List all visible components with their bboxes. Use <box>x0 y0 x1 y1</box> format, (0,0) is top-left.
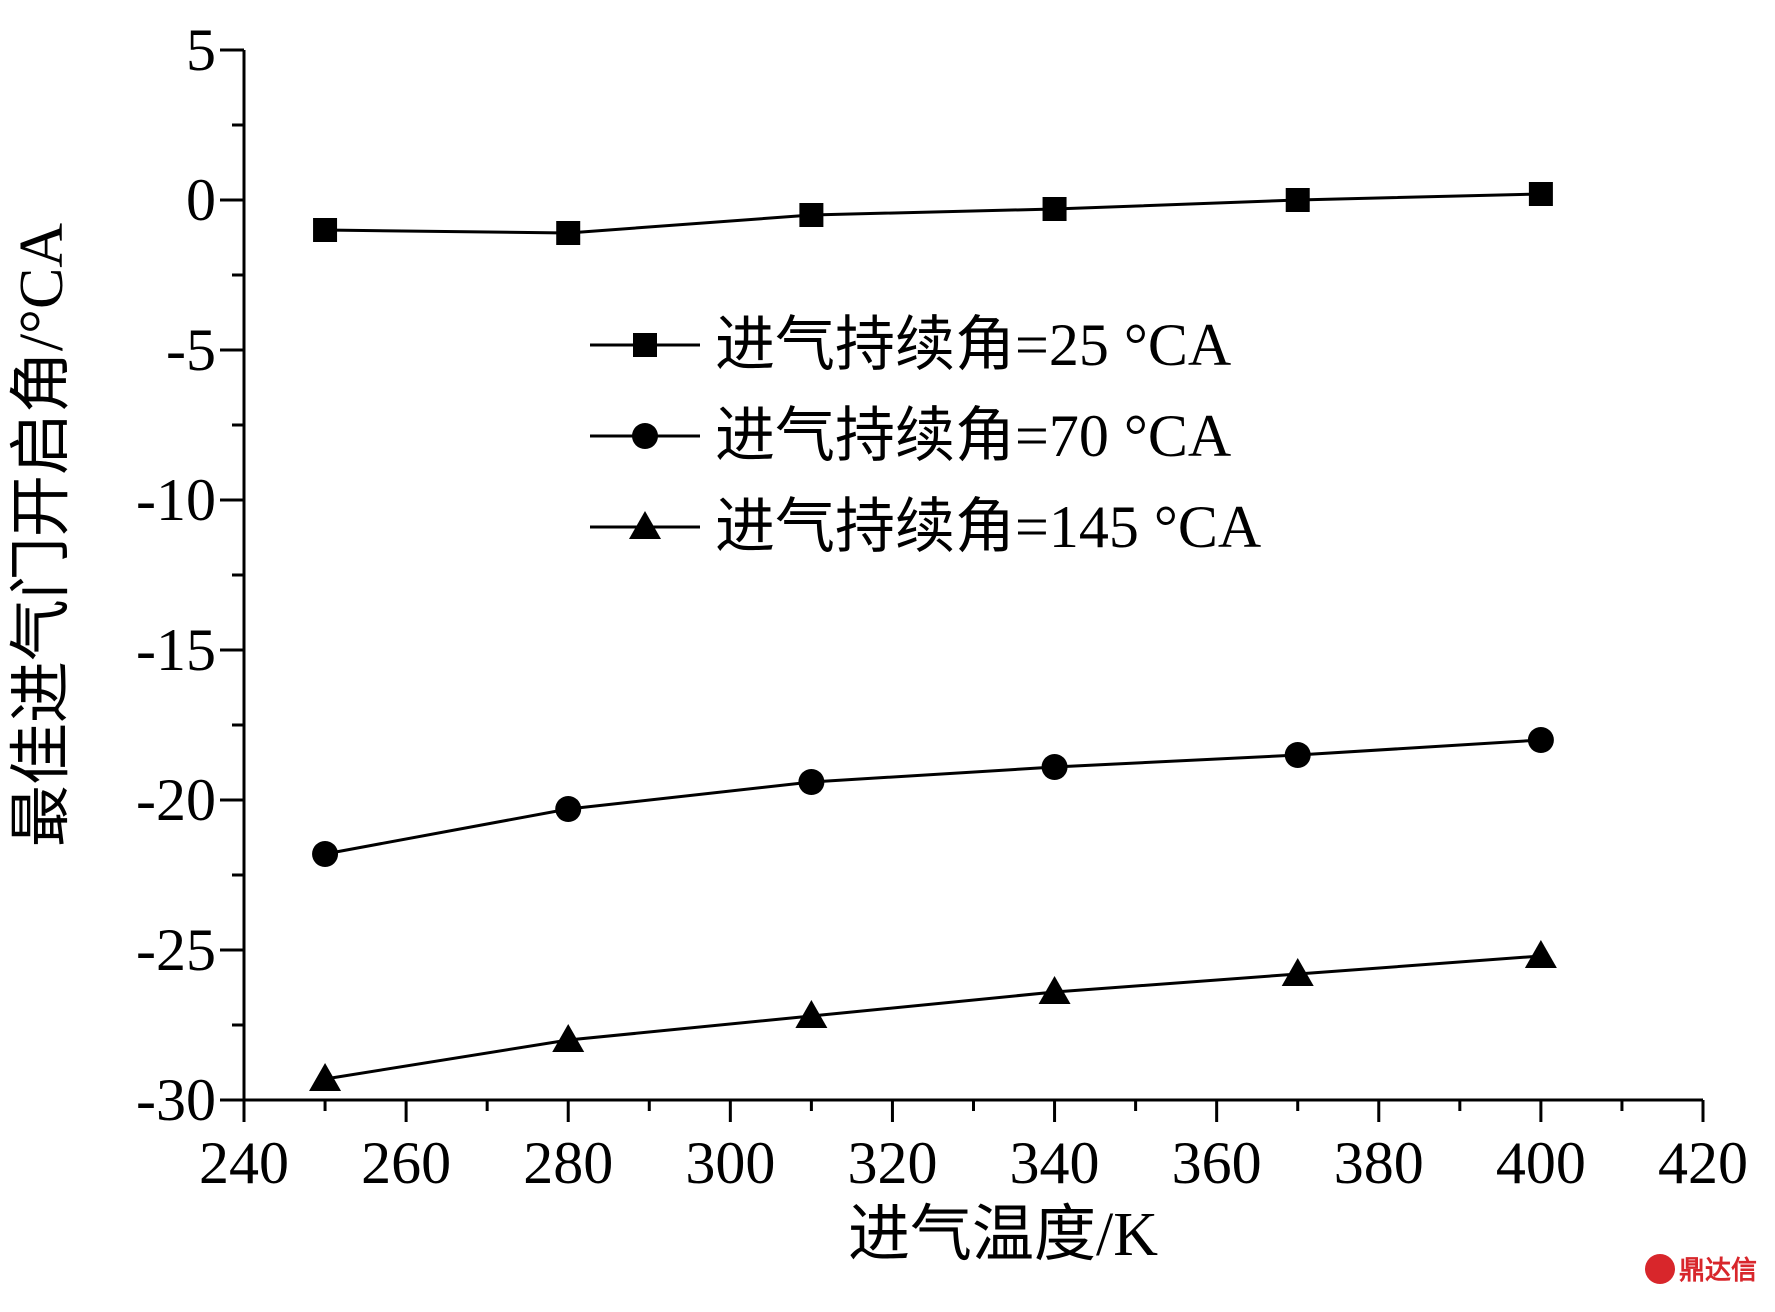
legend-label: 进气持续角=25 °CA <box>715 312 1231 378</box>
y-tick-label: 0 <box>186 167 216 233</box>
y-tick-label: -30 <box>136 1067 216 1133</box>
legend-marker <box>633 333 657 357</box>
x-tick-label: 280 <box>523 1130 613 1196</box>
series-circle <box>312 727 1554 867</box>
legend-item: 进气持续角=70 °CA <box>590 403 1231 469</box>
legend-marker <box>632 423 658 449</box>
watermark: 鼎达信 <box>1644 1250 1757 1287</box>
watermark-logo-icon <box>1644 1253 1675 1284</box>
data-point <box>1041 754 1068 780</box>
legend-label: 进气持续角=70 °CA <box>715 403 1231 469</box>
data-point <box>1038 976 1071 1004</box>
data-point <box>555 796 582 822</box>
x-tick-label: 420 <box>1658 1130 1748 1196</box>
legend-item: 进气持续角=145 °CA <box>590 494 1261 560</box>
x-tick-label: 380 <box>1334 1130 1424 1196</box>
data-point <box>1527 727 1554 753</box>
data-point <box>1281 958 1314 986</box>
data-point <box>552 1024 585 1052</box>
data-point <box>1284 742 1311 768</box>
y-tick-label: -25 <box>136 917 216 983</box>
data-point <box>1042 197 1067 221</box>
x-tick-label: 320 <box>847 1130 937 1196</box>
y-axis-title: 最佳进气门开启角/°CA <box>8 223 76 847</box>
y-tick-label: -5 <box>166 317 216 383</box>
data-point <box>312 841 339 867</box>
data-point <box>309 1063 342 1091</box>
x-tick-label: 360 <box>1172 1130 1262 1196</box>
x-tick-label: 300 <box>685 1130 775 1196</box>
y-tick-label: -20 <box>136 767 216 833</box>
series-line <box>325 192 1541 235</box>
legend-item: 进气持续角=25 °CA <box>590 312 1231 378</box>
data-point <box>1524 940 1557 968</box>
data-point <box>1528 182 1553 206</box>
data-point <box>795 1000 828 1028</box>
x-tick-label: 340 <box>1010 1130 1100 1196</box>
series-line <box>324 954 1541 1081</box>
series-square <box>313 182 1553 245</box>
legend: 进气持续角=25 °CA 进气持续角=70 °CA 进气持续角=145 °CA <box>590 312 1261 560</box>
data-point <box>556 221 581 245</box>
watermark-text: 鼎达信 <box>1678 1256 1757 1286</box>
data-point <box>1285 188 1310 212</box>
y-tick-label: -15 <box>136 617 216 683</box>
legend-label: 进气持续角=145 °CA <box>715 494 1261 560</box>
series-line <box>324 738 1541 856</box>
series-layer <box>309 182 1557 1091</box>
x-tick-label: 400 <box>1496 1130 1586 1196</box>
x-tick-label: 240 <box>199 1130 289 1196</box>
y-tick-label: -10 <box>136 467 216 533</box>
data-point <box>798 769 825 795</box>
y-tick-label: 5 <box>186 17 216 83</box>
x-tick-label: 260 <box>361 1130 451 1196</box>
data-point <box>313 218 338 242</box>
series-triangle <box>309 940 1557 1091</box>
data-point <box>799 203 824 227</box>
x-axis-title: 进气温度/K <box>848 1201 1158 1269</box>
legend-marker <box>629 511 661 539</box>
